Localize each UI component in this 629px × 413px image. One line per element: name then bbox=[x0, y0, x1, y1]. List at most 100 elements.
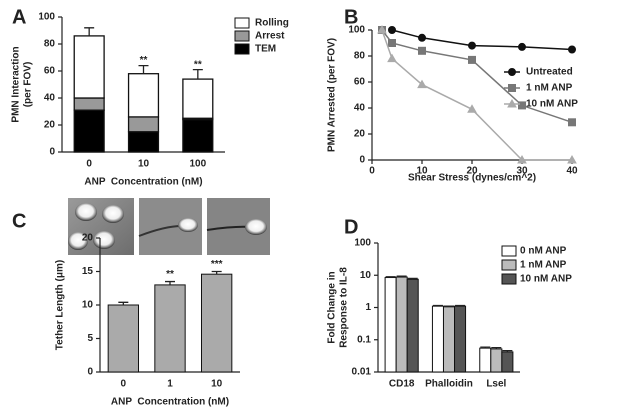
error-bar bbox=[444, 305, 454, 307]
x-tick-label: Phalloidin bbox=[425, 379, 473, 390]
bar bbox=[490, 348, 503, 373]
legend-label: Arrest bbox=[255, 31, 285, 42]
significance: *** bbox=[211, 259, 223, 270]
marker bbox=[568, 45, 576, 54]
y-tick-label: 100 bbox=[348, 25, 365, 36]
cell bbox=[68, 232, 88, 250]
y-tick-label: 80 bbox=[44, 39, 56, 50]
marker bbox=[518, 42, 526, 51]
y-axis-label: PMN Arrested (per FOV) bbox=[327, 38, 338, 152]
x-axis-label: Shear Stress (dynes/cm^2) bbox=[408, 173, 536, 184]
bar bbox=[107, 304, 139, 373]
marker bbox=[388, 39, 396, 47]
y-tick-label: 10 bbox=[360, 270, 372, 281]
error-bar bbox=[455, 304, 466, 307]
marker bbox=[568, 118, 576, 127]
y-tick-label: 60 bbox=[354, 77, 366, 88]
marker bbox=[387, 53, 397, 63]
marker bbox=[517, 154, 527, 164]
y-tick-label: 20 bbox=[44, 120, 56, 131]
legend-label: 10 nM ANP bbox=[520, 274, 572, 285]
marker bbox=[418, 33, 426, 42]
y-axis-label: Fold Change in bbox=[327, 271, 338, 343]
cell bbox=[75, 203, 97, 221]
y-tick-label: 40 bbox=[44, 93, 56, 104]
bar bbox=[442, 306, 456, 373]
bar-segment bbox=[182, 118, 214, 153]
y-tick-label: 0.1 bbox=[357, 334, 371, 345]
panel-letter: B bbox=[344, 6, 358, 28]
x-tick-label: 10 bbox=[416, 166, 428, 177]
cell bbox=[93, 231, 115, 249]
significance: ** bbox=[166, 269, 174, 280]
bar bbox=[454, 305, 467, 373]
bar bbox=[406, 278, 419, 373]
x-tick-label: CD18 bbox=[389, 379, 415, 390]
legend-label: Untreated bbox=[526, 67, 573, 78]
cell bbox=[178, 218, 198, 232]
y-tick-label: 20 bbox=[354, 129, 366, 140]
error-bar bbox=[118, 301, 129, 305]
y-tick-label: 80 bbox=[354, 51, 366, 62]
bar-segment bbox=[73, 35, 105, 99]
error-bar bbox=[385, 276, 396, 278]
bar bbox=[154, 284, 186, 373]
bar-segment bbox=[73, 97, 105, 111]
y-tick-label: 1 bbox=[365, 302, 371, 313]
y-tick-label: 0 bbox=[359, 155, 365, 166]
error-bar bbox=[502, 349, 513, 352]
error-bar bbox=[491, 346, 502, 349]
y-tick-label: 40 bbox=[354, 103, 366, 114]
cell bbox=[102, 205, 124, 223]
x-tick-label: 0 bbox=[369, 166, 375, 177]
x-tick-label: 20 bbox=[466, 166, 478, 177]
panel-letter: C bbox=[12, 210, 26, 232]
bar bbox=[384, 277, 397, 373]
x-tick-label: Lsel bbox=[486, 379, 506, 390]
bar-segment bbox=[127, 116, 160, 133]
error-bar bbox=[407, 277, 418, 280]
legend-label: 10 nM ANP bbox=[526, 99, 578, 110]
x-tick-label: 10 bbox=[211, 379, 223, 390]
legend-swatch bbox=[234, 43, 250, 55]
legend-label: 0 nM ANP bbox=[520, 246, 567, 257]
bar bbox=[395, 276, 408, 373]
marker bbox=[377, 24, 387, 34]
error-bar bbox=[480, 346, 491, 349]
cell bbox=[245, 219, 267, 235]
legend-label: Rolling bbox=[255, 18, 289, 29]
marker bbox=[508, 68, 516, 76]
bar-segment bbox=[127, 73, 160, 118]
cell-images bbox=[68, 198, 270, 255]
x-axis-label: ANP Concentration (nM) bbox=[111, 397, 229, 408]
x-tick-label: 10 bbox=[138, 159, 150, 170]
legend-swatch bbox=[501, 245, 517, 257]
bar bbox=[431, 305, 444, 373]
error-bar bbox=[432, 304, 443, 307]
y-tick-label: 100 bbox=[354, 238, 371, 249]
marker bbox=[388, 26, 396, 34]
marker bbox=[567, 154, 577, 164]
significance: ** bbox=[194, 59, 202, 70]
bar-segment bbox=[127, 131, 160, 153]
marker bbox=[468, 55, 476, 64]
marker bbox=[417, 79, 427, 89]
bar bbox=[501, 351, 514, 373]
error-bar bbox=[138, 64, 149, 74]
x-axis-label: ANP Concentration (nM) bbox=[84, 177, 202, 188]
x-tick-label: 1 bbox=[167, 379, 173, 390]
bar-segment bbox=[182, 78, 214, 119]
panel-letter: D bbox=[344, 216, 358, 238]
y-axis-label: Tether Length (μm) bbox=[55, 260, 66, 350]
x-tick-label: 40 bbox=[566, 166, 578, 177]
bar bbox=[479, 347, 492, 373]
x-tick-label: 0 bbox=[121, 379, 127, 390]
series-line bbox=[381, 29, 572, 161]
y-tick-label: 100 bbox=[38, 12, 55, 23]
y-tick-label: 0 bbox=[49, 147, 55, 158]
legend-swatch bbox=[234, 30, 250, 42]
error-bar bbox=[84, 27, 95, 36]
panel-letter: A bbox=[12, 6, 26, 28]
